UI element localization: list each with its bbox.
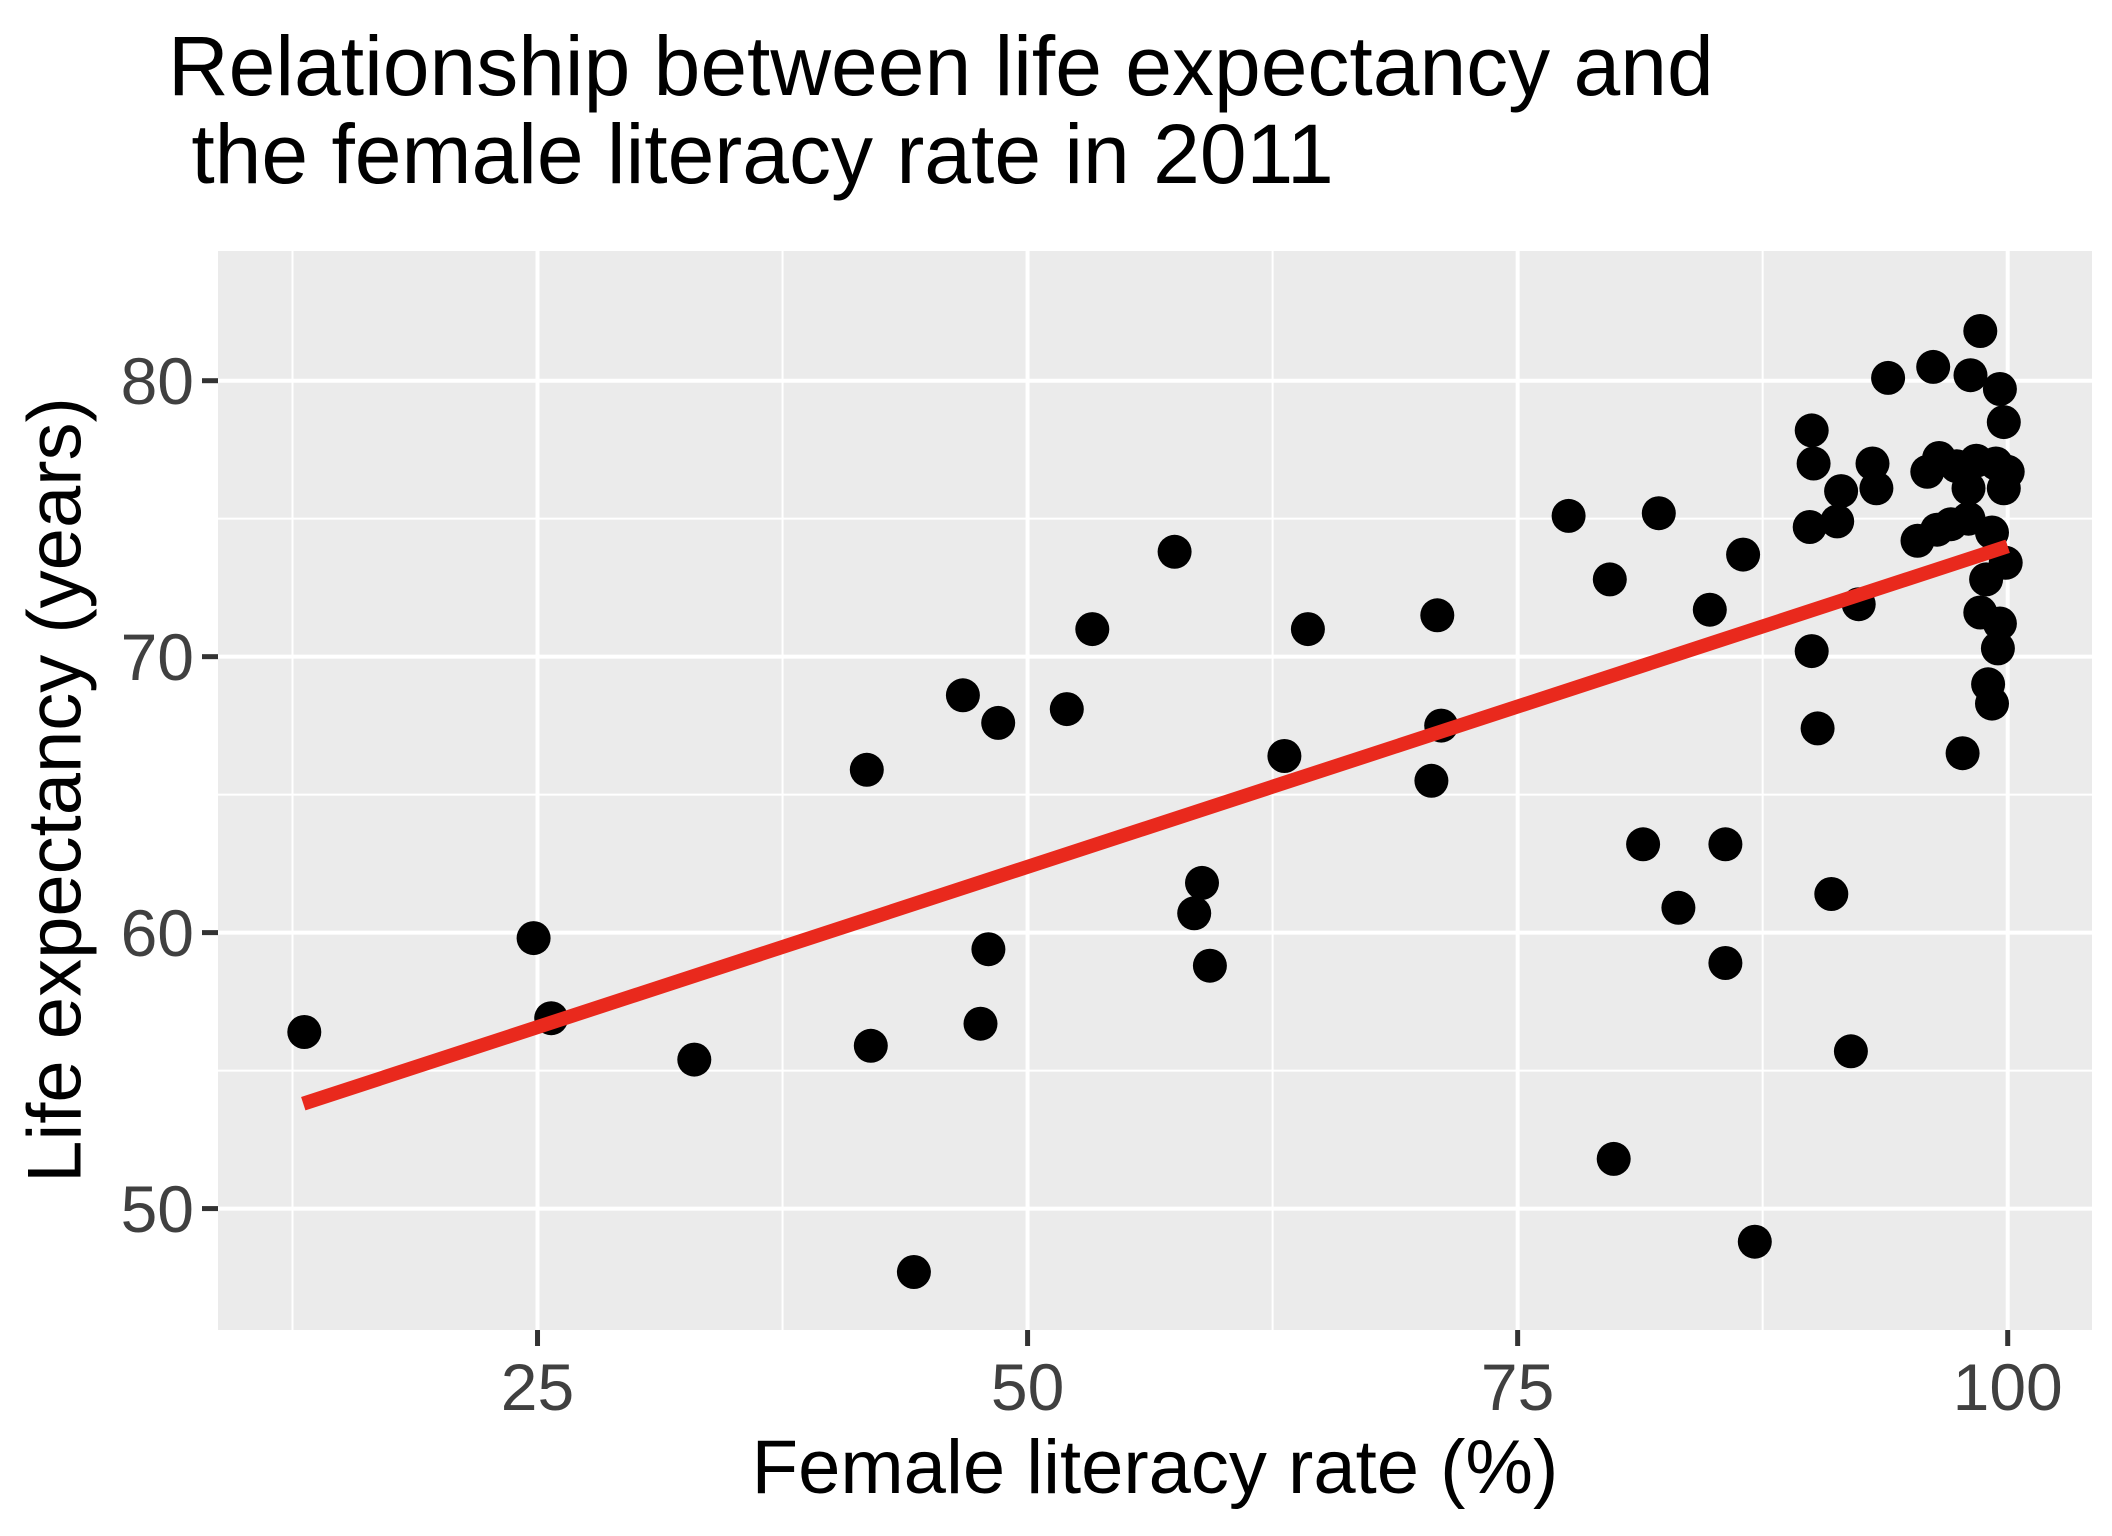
data-point: [1871, 360, 1906, 395]
data-point: [1792, 510, 1827, 544]
data-point: [1833, 1034, 1868, 1069]
x-axis-title: Female literacy rate (%): [751, 1425, 1559, 1510]
data-point: [963, 1006, 998, 1041]
data-point: [1692, 592, 1727, 627]
data-point: [287, 1015, 322, 1049]
x-tick-label: 100: [1952, 1350, 2063, 1424]
y-tick-label: 70: [120, 619, 194, 694]
data-point: [1916, 349, 1951, 384]
data-point: [1945, 736, 1980, 771]
data-point: [1982, 372, 2017, 406]
data-point: [1953, 358, 1988, 393]
data-point: [1820, 504, 1855, 539]
data-point: [1551, 498, 1586, 533]
data-point: [1414, 763, 1449, 798]
data-point: [1641, 496, 1676, 531]
data-point: [1814, 877, 1849, 911]
data-point: [849, 752, 884, 787]
y-tick-label: 50: [120, 1171, 194, 1246]
data-point: [677, 1042, 712, 1077]
data-point: [1708, 946, 1743, 980]
data-point: [1986, 405, 2021, 440]
data-point: [945, 678, 980, 713]
plot-title-line-1: Relationship between life expectancy and: [168, 19, 1714, 113]
data-point: [853, 1028, 888, 1063]
data-point: [1075, 612, 1110, 647]
data-point: [896, 1255, 931, 1289]
data-point: [1737, 1224, 1772, 1259]
data-point: [981, 705, 1016, 740]
data-point: [1192, 948, 1227, 983]
regression-line: [301, 539, 2010, 1111]
data-point: [1951, 471, 1986, 506]
plot-title-line-2: the female literacy rate in 2011: [168, 107, 1334, 201]
data-point: [1986, 471, 2021, 506]
x-tick-label: 50: [990, 1350, 1065, 1424]
x-tick-label: 25: [500, 1350, 575, 1424]
data-point: [971, 932, 1006, 967]
data-point: [1975, 515, 2009, 550]
plot-panel: [218, 251, 2092, 1330]
data-point: [1290, 612, 1325, 647]
data-point: [1980, 631, 2015, 666]
data-point: [1982, 606, 2017, 641]
data-point: [1708, 827, 1743, 862]
data-point: [1049, 692, 1084, 727]
data-point: [1794, 634, 1829, 669]
data-point: [1975, 686, 2009, 721]
y-tick-label: 80: [120, 343, 194, 418]
data-point: [1592, 562, 1627, 597]
data-point: [1177, 896, 1212, 931]
data-point: [1267, 739, 1302, 773]
data-point: [1185, 865, 1219, 900]
data-point: [1794, 413, 1829, 448]
data-point: [1969, 562, 2004, 597]
data-point: [1796, 446, 1831, 481]
data-point: [1824, 474, 1859, 509]
y-axis-title: Life expectancy (years): [12, 397, 98, 1183]
data-point: [1661, 890, 1696, 925]
data-point: [1420, 598, 1455, 633]
y-tick-label: 60: [120, 895, 194, 970]
data-point: [1596, 1141, 1631, 1176]
data-point: [1726, 537, 1761, 572]
data-point: [516, 921, 551, 956]
data-point: [1859, 471, 1894, 506]
data-point: [1157, 534, 1192, 569]
data-point: [1963, 314, 1998, 348]
data-point: [1626, 827, 1661, 862]
x-tick-label: 75: [1480, 1350, 1555, 1424]
data-point: [1800, 711, 1835, 746]
